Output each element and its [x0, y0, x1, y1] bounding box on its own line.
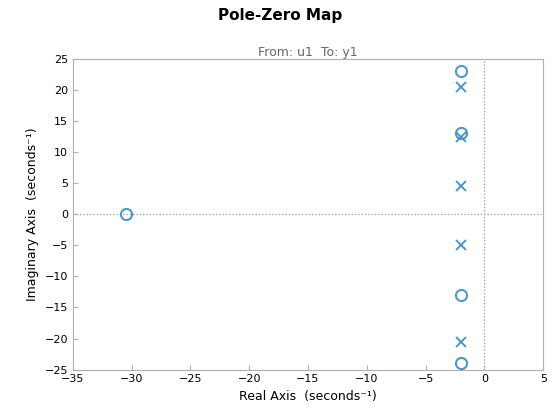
- X-axis label: Real Axis  (seconds⁻¹): Real Axis (seconds⁻¹): [239, 390, 377, 403]
- Title: From: u1  To: y1: From: u1 To: y1: [258, 46, 358, 59]
- Y-axis label: Imaginary Axis  (seconds⁻¹): Imaginary Axis (seconds⁻¹): [26, 127, 39, 301]
- Text: Pole-Zero Map: Pole-Zero Map: [218, 8, 342, 24]
